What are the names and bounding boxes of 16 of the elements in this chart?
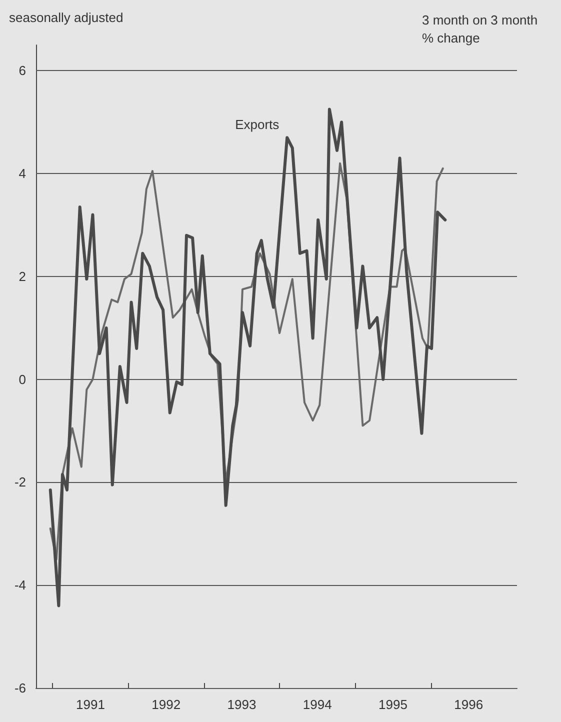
y-tick-label: -4	[14, 578, 26, 593]
y-tick-label: 6	[18, 63, 26, 78]
y-tick-label: 0	[18, 372, 26, 387]
y-tick-label: -2	[14, 474, 26, 490]
x-tick-label: 1996	[454, 697, 484, 712]
y-tick-label: -6	[14, 680, 26, 696]
series-label: Exports	[235, 117, 280, 132]
x-tick-label: 1993	[227, 697, 256, 712]
chart-subtitle: seasonally adjusted	[9, 10, 124, 25]
x-tick-label: 1992	[152, 697, 181, 712]
y-tick-label: 4	[18, 166, 26, 182]
y-tick-label: 2	[18, 268, 26, 284]
x-tick-label: 1995	[378, 697, 408, 712]
x-tick-label: 1994	[302, 697, 332, 712]
y-axis-title: 3 month on 3 month % change	[422, 12, 542, 46]
x-tick-label: 1991	[76, 697, 105, 712]
